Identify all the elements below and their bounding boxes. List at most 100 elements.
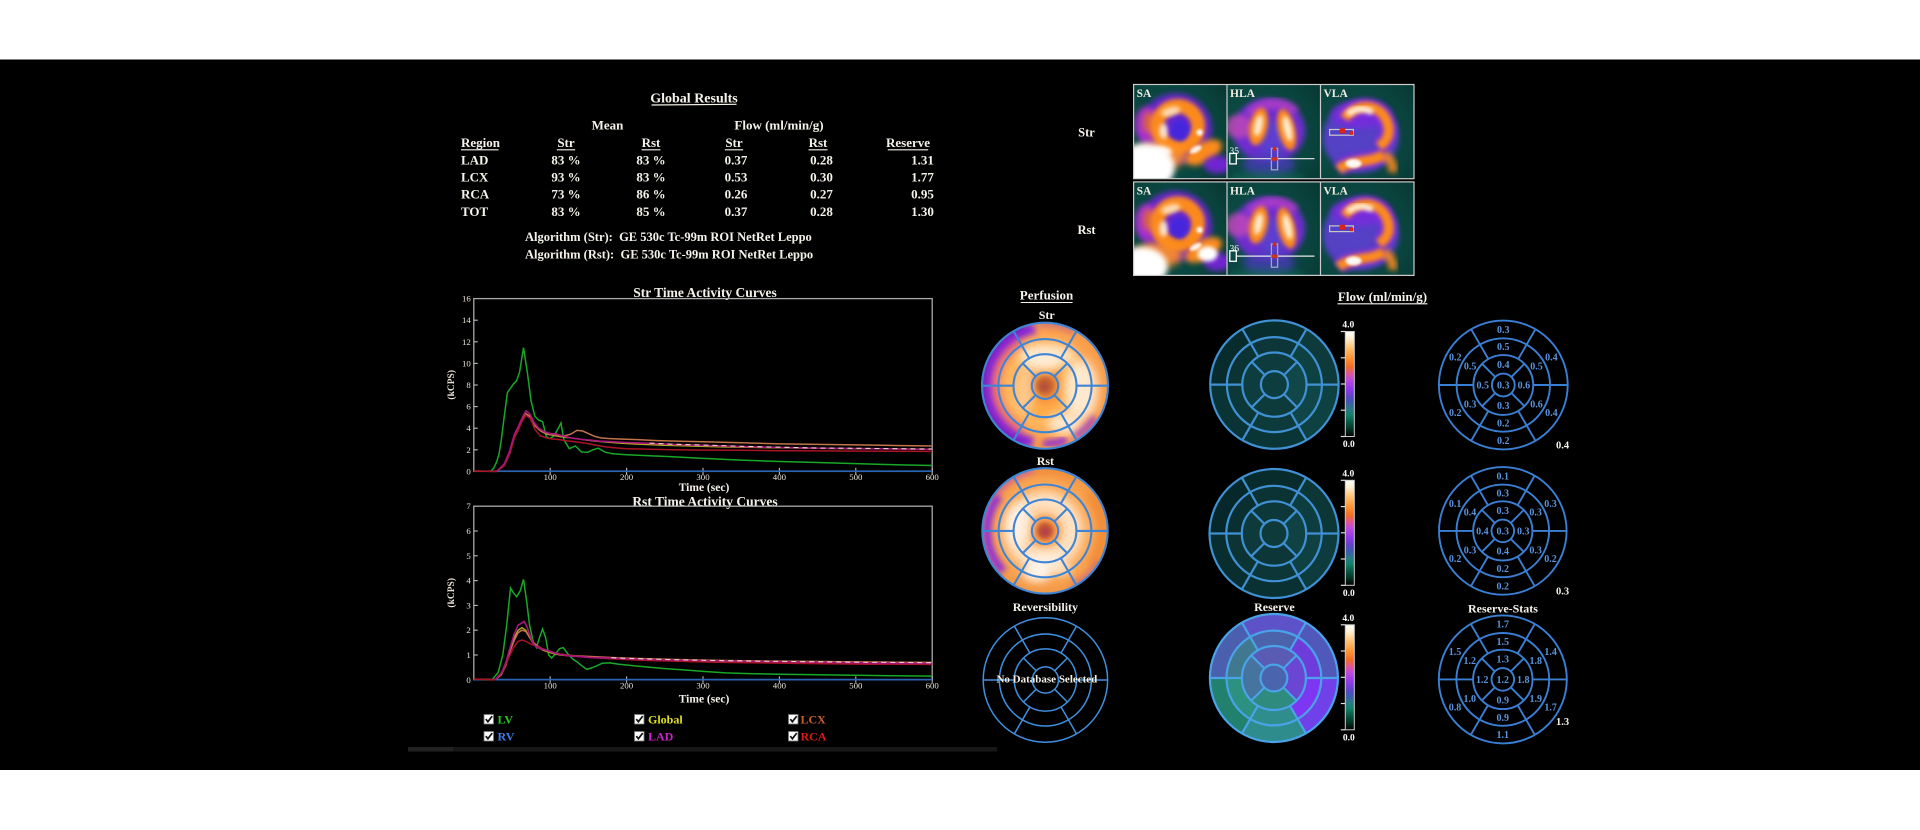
svg-text:0.3: 0.3 bbox=[1556, 586, 1569, 597]
svg-text:Rst Time Activity Curves: Rst Time Activity Curves bbox=[632, 494, 777, 509]
svg-text:Str: Str bbox=[725, 135, 743, 150]
svg-text:300: 300 bbox=[696, 472, 710, 482]
svg-text:1: 1 bbox=[466, 650, 470, 660]
svg-text:RV: RV bbox=[498, 729, 515, 743]
svg-text:0.3: 0.3 bbox=[1497, 488, 1510, 499]
svg-text:5: 5 bbox=[466, 551, 471, 561]
svg-text:0.4: 0.4 bbox=[1556, 440, 1570, 451]
svg-text:8: 8 bbox=[466, 380, 471, 390]
svg-text:0: 0 bbox=[466, 675, 471, 685]
svg-text:Str: Str bbox=[1039, 308, 1056, 322]
svg-text:Rst: Rst bbox=[1037, 454, 1054, 468]
svg-text:0.2: 0.2 bbox=[1497, 564, 1510, 575]
svg-text:0.28: 0.28 bbox=[810, 152, 833, 167]
svg-text:Global Results: Global Results bbox=[650, 92, 738, 107]
svg-text:0.1: 0.1 bbox=[1497, 471, 1510, 482]
svg-text:73 %: 73 % bbox=[551, 187, 580, 202]
svg-text:No Database Selected: No Database Selected bbox=[996, 674, 1097, 686]
svg-text:0.2: 0.2 bbox=[1449, 353, 1462, 364]
svg-text:1.1: 1.1 bbox=[1497, 730, 1510, 741]
svg-text:1.31: 1.31 bbox=[911, 152, 934, 167]
svg-text:1.8: 1.8 bbox=[1517, 675, 1530, 686]
svg-text:VLA: VLA bbox=[1324, 185, 1349, 197]
svg-text:0.0: 0.0 bbox=[1343, 589, 1355, 599]
svg-text:HLA: HLA bbox=[1230, 88, 1256, 100]
svg-text:0.3: 0.3 bbox=[1497, 526, 1510, 537]
svg-text:83 %: 83 % bbox=[636, 152, 665, 167]
svg-text:12: 12 bbox=[462, 337, 471, 347]
svg-text:0.2: 0.2 bbox=[1497, 436, 1510, 447]
svg-text:0.4: 0.4 bbox=[1497, 547, 1510, 558]
svg-text:0.3: 0.3 bbox=[1497, 380, 1510, 391]
svg-text:3: 3 bbox=[466, 600, 471, 610]
svg-text:0.9: 0.9 bbox=[1497, 695, 1510, 706]
svg-text:1.77: 1.77 bbox=[911, 170, 934, 185]
svg-text:500: 500 bbox=[849, 472, 863, 482]
svg-text:0.0: 0.0 bbox=[1343, 440, 1355, 450]
svg-text:0.37: 0.37 bbox=[725, 152, 748, 167]
svg-text:Rst: Rst bbox=[1077, 223, 1096, 237]
svg-text:0.6: 0.6 bbox=[1518, 380, 1531, 391]
svg-text:400: 400 bbox=[773, 681, 787, 691]
svg-text:0.3: 0.3 bbox=[1529, 507, 1542, 518]
svg-text:1.3: 1.3 bbox=[1497, 654, 1510, 665]
svg-text:0.9: 0.9 bbox=[1497, 713, 1510, 724]
svg-text:0.3: 0.3 bbox=[1544, 499, 1557, 510]
svg-text:0.5: 0.5 bbox=[1464, 361, 1477, 372]
svg-text:86 %: 86 % bbox=[636, 187, 665, 202]
svg-text:36: 36 bbox=[1230, 244, 1240, 254]
svg-text:0.26: 0.26 bbox=[725, 187, 748, 202]
svg-text:Flow (ml/min/g): Flow (ml/min/g) bbox=[734, 118, 823, 133]
svg-text:Time (sec): Time (sec) bbox=[679, 694, 730, 706]
svg-text:Reserve: Reserve bbox=[886, 135, 930, 150]
svg-text:(kCPS): (kCPS) bbox=[446, 578, 457, 608]
svg-text:0.2: 0.2 bbox=[1449, 554, 1462, 565]
svg-text:1.0: 1.0 bbox=[1464, 694, 1477, 705]
svg-text:35: 35 bbox=[1230, 147, 1240, 157]
svg-text:Flow (ml/min/g): Flow (ml/min/g) bbox=[1338, 289, 1427, 304]
svg-text:83 %: 83 % bbox=[636, 170, 665, 185]
svg-text:0.28: 0.28 bbox=[810, 204, 833, 219]
svg-text:(kCPS): (kCPS) bbox=[446, 370, 457, 400]
svg-text:Mean: Mean bbox=[592, 118, 625, 133]
svg-text:500: 500 bbox=[849, 681, 863, 691]
svg-text:1.7: 1.7 bbox=[1497, 620, 1510, 631]
svg-text:0.4: 0.4 bbox=[1476, 526, 1489, 537]
svg-text:0.3: 0.3 bbox=[1497, 506, 1510, 517]
svg-text:0.0: 0.0 bbox=[1343, 733, 1355, 743]
svg-text:6: 6 bbox=[466, 526, 471, 536]
svg-text:7: 7 bbox=[466, 501, 471, 511]
svg-text:LCX: LCX bbox=[461, 170, 489, 185]
svg-text:VLA: VLA bbox=[1324, 88, 1349, 100]
svg-text:LV: LV bbox=[498, 712, 514, 726]
svg-text:Region: Region bbox=[461, 135, 501, 150]
svg-text:SA: SA bbox=[1137, 185, 1152, 197]
svg-text:Rst: Rst bbox=[642, 135, 661, 150]
svg-text:100: 100 bbox=[544, 472, 558, 482]
svg-text:SA: SA bbox=[1137, 88, 1152, 100]
svg-text:0.2: 0.2 bbox=[1497, 581, 1510, 592]
svg-text:1.2: 1.2 bbox=[1476, 675, 1489, 686]
svg-text:1.2: 1.2 bbox=[1497, 675, 1510, 686]
svg-text:4: 4 bbox=[466, 576, 471, 586]
svg-text:1.2: 1.2 bbox=[1464, 656, 1477, 667]
svg-text:Perfusion: Perfusion bbox=[1020, 288, 1074, 303]
svg-text:10: 10 bbox=[462, 358, 471, 368]
svg-text:Str Time Activity Curves: Str Time Activity Curves bbox=[633, 285, 777, 300]
svg-text:1.5: 1.5 bbox=[1449, 647, 1462, 658]
svg-text:83 %: 83 % bbox=[551, 152, 580, 167]
svg-text:85 %: 85 % bbox=[636, 204, 665, 219]
svg-text:RCA: RCA bbox=[461, 187, 490, 202]
svg-text:4.0: 4.0 bbox=[1342, 321, 1354, 331]
svg-text:200: 200 bbox=[620, 472, 634, 482]
svg-text:2: 2 bbox=[466, 445, 470, 455]
svg-text:2: 2 bbox=[466, 625, 470, 635]
svg-text:0.3: 0.3 bbox=[1497, 325, 1510, 336]
svg-text:Reversibility: Reversibility bbox=[1013, 600, 1078, 614]
svg-text:0: 0 bbox=[466, 466, 471, 476]
svg-text:LCX: LCX bbox=[801, 712, 827, 726]
svg-text:1.5: 1.5 bbox=[1497, 637, 1510, 648]
svg-text:0.30: 0.30 bbox=[810, 170, 833, 185]
svg-text:0.37: 0.37 bbox=[725, 204, 748, 219]
svg-text:Str: Str bbox=[557, 135, 575, 150]
